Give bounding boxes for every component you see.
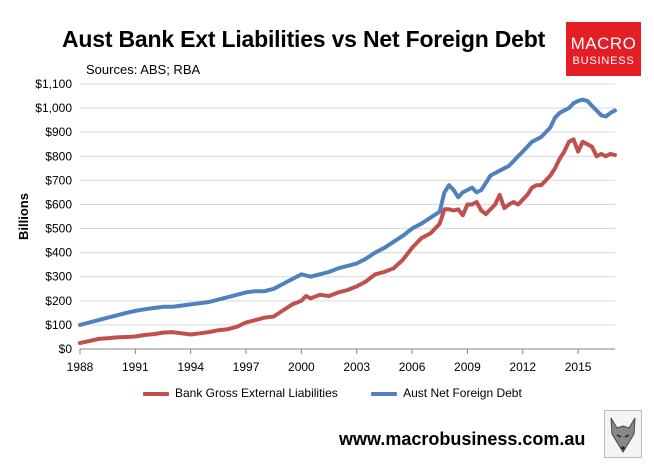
y-tick-label: $800 [45, 149, 72, 163]
y-tick-label: $0 [59, 342, 73, 356]
logo-line2: BUSINESS [572, 55, 635, 67]
series-line-net-foreign-debt [78, 97, 617, 327]
chart-subtitle: Sources: ABS; RBA [86, 62, 201, 77]
x-tick-label: 2006 [399, 360, 426, 374]
legend-item-net-foreign-debt: Aust Net Foreign Debt [371, 386, 522, 400]
chart-legend: Bank Gross External Liabilities Aust Net… [143, 386, 552, 400]
x-tick-label: 1991 [122, 360, 149, 374]
gridlines [80, 83, 615, 350]
y-axis-ticks: $0 $100 $200 $300 $400 $500 $600 $700 $800 $900 $1… [35, 77, 72, 356]
x-tick-label: 2015 [565, 360, 592, 374]
website-url: www.macrobusiness.com.au [339, 429, 586, 449]
x-axis-ticks: 1988 1991 1994 1997 2000 2003 2006 2009 2012 2015 [67, 349, 592, 374]
y-tick-label: $1,000 [35, 101, 72, 115]
x-tick-label: 1988 [67, 360, 94, 374]
series-lines [78, 97, 617, 345]
x-tick-label: 2009 [454, 360, 481, 374]
y-axis-label: Billions [16, 193, 31, 240]
y-tick-label: $100 [45, 318, 72, 332]
y-tick-label: $500 [45, 222, 72, 236]
chart-title: Aust Bank Ext Liabilities vs Net Foreign… [62, 26, 546, 52]
legend-label-bank-liabilities: Bank Gross External Liabilities [175, 386, 338, 400]
legend-swatch-bank-liabilities [143, 391, 169, 396]
x-tick-label: 2003 [343, 360, 370, 374]
y-tick-label: $300 [45, 270, 72, 284]
y-tick-label: $200 [45, 294, 72, 308]
fox-icon [604, 410, 642, 458]
y-tick-label: $900 [45, 125, 72, 139]
y-tick-label: $400 [45, 246, 72, 260]
y-tick-label: $1,100 [35, 77, 72, 91]
x-tick-label: 2012 [509, 360, 536, 374]
logo-line1: MACRO [570, 34, 637, 53]
legend-label-net-foreign-debt: Aust Net Foreign Debt [403, 386, 522, 400]
y-tick-label: $600 [45, 197, 72, 211]
legend-swatch-net-foreign-debt [371, 391, 398, 396]
macrobusiness-logo: MACRO BUSINESS [566, 22, 641, 76]
legend-item-bank-liabilities: Bank Gross External Liabilities [143, 386, 338, 400]
x-tick-label: 1997 [233, 360, 260, 374]
y-tick-label: $700 [45, 173, 72, 187]
series-line-bank-liabilities [78, 137, 617, 345]
x-tick-label: 2000 [288, 360, 315, 374]
x-tick-label: 1994 [177, 360, 204, 374]
